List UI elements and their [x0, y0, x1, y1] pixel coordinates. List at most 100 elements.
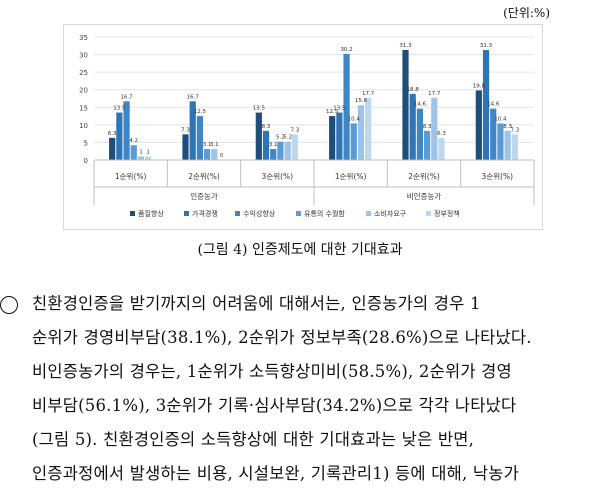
bar-value-label: 8.3 [503, 124, 512, 130]
bar-value-label: 6.3 [108, 131, 117, 137]
figure-caption: (그림 4) 인증제도에 대한 기대효과 [197, 242, 403, 258]
bar-value-label: 15.6 [355, 98, 368, 104]
legend-swatch [235, 211, 240, 216]
bar-5-4 [357, 105, 365, 160]
bar-4-3 [277, 141, 284, 160]
bar-5-6 [504, 130, 511, 160]
bar-value-label: 18.8 [407, 87, 420, 93]
bar-value-label: 13.5 [113, 106, 126, 112]
bar-4-6 [497, 123, 504, 160]
bar-value-label: 19.8 [473, 83, 486, 89]
bar-value-label: 10.4 [494, 116, 507, 122]
bar-1-6 [475, 90, 482, 160]
unit-label: (단위:%) [503, 6, 550, 20]
bar-value-label: 17.7 [428, 91, 441, 97]
legend-swatch [426, 211, 431, 216]
x-category-label: 1순위(%) [115, 172, 147, 181]
y-tick-label: 20 [79, 87, 88, 95]
bar-value-label: 13.5 [253, 106, 266, 112]
bar-5-1 [137, 156, 145, 160]
bar-value-label: 5.2 [276, 135, 285, 141]
legend-label: 소비자요구 [374, 209, 407, 218]
legend-label: 가격경쟁 [192, 209, 218, 218]
bar-value-label: 0 [220, 153, 224, 159]
bar-value-label: 7.3 [290, 127, 299, 133]
bar-4-1 [130, 145, 137, 160]
bar-5-5 [431, 97, 438, 160]
bar-6-1 [145, 156, 152, 160]
bar-value-label: 1 [139, 149, 143, 155]
bar-4-5 [424, 130, 431, 160]
bar-value-label: 7.3 [510, 127, 519, 133]
bar-value-label: 10.4 [348, 116, 361, 122]
bar-value-label: 16.7 [187, 94, 200, 100]
bar-value-label: 17.7 [362, 91, 375, 97]
bar-1-3 [255, 112, 262, 160]
legend-label: 정부정책 [434, 209, 460, 218]
bar-value-label: 1 [146, 149, 150, 155]
bar-value-label: 16.7 [120, 94, 133, 100]
bar-value-label: 31.3 [480, 43, 493, 49]
bar-value-label: 14.6 [487, 102, 500, 108]
bar-2-2 [189, 101, 196, 160]
y-tick-label: 25 [79, 69, 88, 77]
bar-value-label: 31.3 [399, 43, 412, 49]
bar-6-4 [365, 97, 372, 160]
bar-1-5 [402, 50, 409, 161]
bar-4-2 [204, 149, 211, 160]
y-tick-label: 5 [84, 139, 88, 147]
bar-1-2 [182, 134, 189, 160]
bar-2-4 [336, 112, 343, 160]
bar-value-label: 12.5 [194, 109, 207, 115]
bar-2-5 [409, 93, 416, 160]
x-category-label: 2순위(%) [188, 172, 220, 181]
bar-value-label: 3.1 [210, 142, 219, 148]
paragraph-line: 비부담(56.1%), 3순위가 기록·심사부담(34.2%)으로 각각 나타났… [32, 396, 517, 415]
bar-value-label: 13.5 [333, 106, 346, 112]
legend-label: 유통의 수월함 [304, 209, 345, 218]
bar-2-6 [482, 50, 490, 161]
x-category-label: 2순위(%) [408, 172, 440, 181]
bar-2-3 [262, 130, 270, 160]
bar-6-6 [511, 134, 518, 160]
bar-3-2 [196, 116, 203, 160]
paragraph-line: 순위가 경영비부담(38.1%), 2순위가 정보부족(28.6%)으로 나타났… [32, 328, 532, 347]
bar-6-5 [438, 137, 445, 160]
bar-6-3 [291, 134, 298, 160]
bar-3-6 [490, 108, 497, 160]
bar-value-label: 3.1 [203, 142, 212, 148]
bar-value-label: 4.2 [129, 138, 138, 144]
bar-3-4 [343, 53, 350, 160]
x-category-label: 3순위(%) [482, 172, 514, 181]
bar-5-2 [211, 149, 218, 160]
paragraph-line: 인증과정에서 발생하는 비용, 시설보완, 기록관리1) 등에 대해, 낙농가 [32, 464, 520, 483]
legend-swatch [366, 211, 371, 216]
bar-value-label: 8.3 [262, 124, 271, 130]
bar-value-label: 8.3 [423, 124, 432, 130]
group-label: 비인증농가 [407, 191, 442, 201]
group-label: 인증농가 [190, 191, 218, 201]
bar-3-3 [270, 149, 277, 160]
bar-value-label: 3.1 [269, 142, 278, 148]
bar-1-1 [109, 137, 116, 160]
bar-value-label: 12.5 [326, 109, 339, 115]
y-tick-label: 10 [79, 122, 88, 130]
bar-5-3 [284, 141, 291, 160]
y-tick-label: 15 [79, 104, 88, 112]
legend-swatch [184, 211, 189, 216]
legend-swatch [296, 211, 301, 216]
x-category-label: 1순위(%) [335, 172, 367, 181]
bar-3-1 [123, 101, 130, 160]
legend-swatch [130, 211, 135, 216]
paragraph-line: 친환경인증을 받기까지의 어려움에 대해서는, 인증농가의 경우 1 [32, 294, 481, 313]
legend-label: 품질향상 [138, 209, 164, 218]
paragraph-line: 비인증농가의 경우는, 1순위가 소득향상미비(58.5%), 2순위가 경영 [32, 362, 512, 381]
y-tick-label: 35 [79, 34, 88, 42]
bar-value-label: 6.3 [437, 131, 446, 137]
bar-value-label: 7.3 [181, 127, 190, 133]
legend-label: 수익성향상 [243, 209, 276, 218]
y-tick-label: 30 [79, 52, 88, 60]
x-category-label: 3순위(%) [262, 172, 294, 181]
bar-value-label: 14.6 [414, 102, 427, 108]
